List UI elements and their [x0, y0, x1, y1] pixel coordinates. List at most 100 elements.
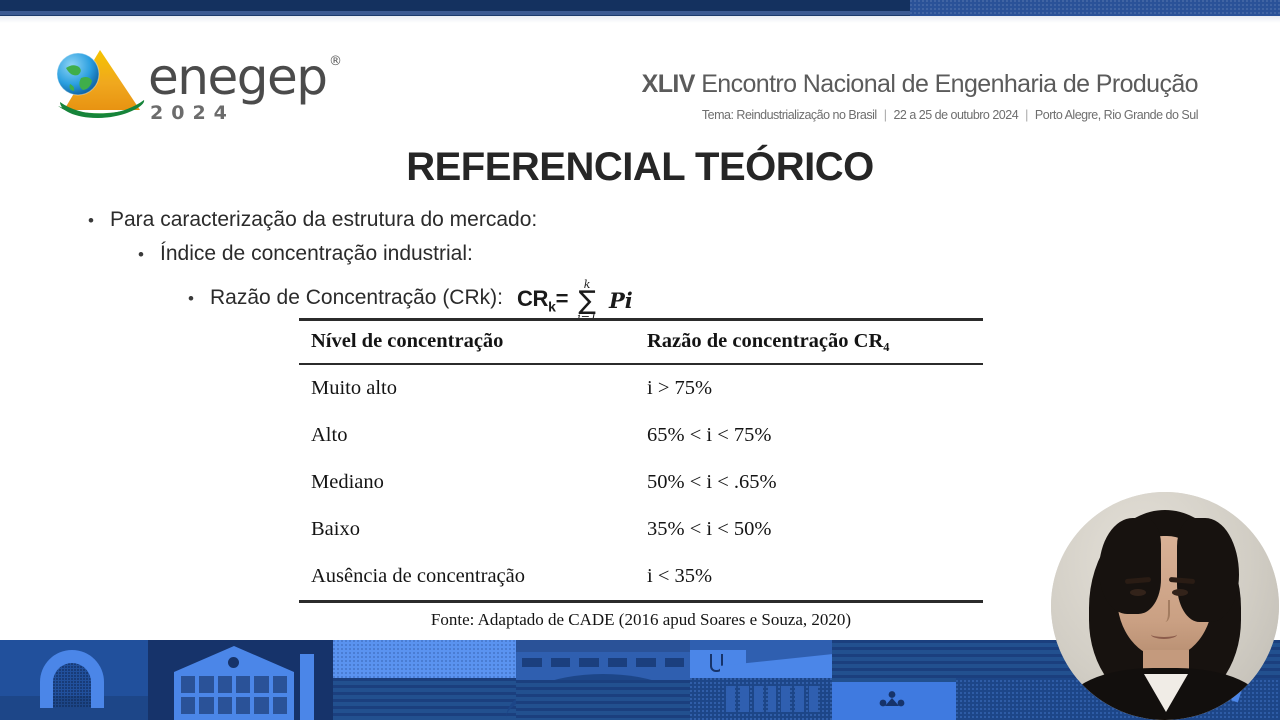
- cell-ratio: i < 35%: [647, 565, 713, 587]
- enegep-logo-mark: [56, 50, 145, 118]
- footer-bridge: [506, 640, 700, 720]
- building-chimney: [300, 654, 314, 720]
- subtitle-separator-1: |: [883, 108, 887, 122]
- footer-modern-museum: [690, 640, 832, 720]
- presenter-mouth: [1151, 630, 1177, 639]
- presenter-hair-left: [1099, 518, 1161, 614]
- presenter-nose: [1158, 600, 1170, 622]
- concentration-table-grid: Nível de concentração Razão de concentra…: [299, 321, 983, 363]
- bullet-text-1: Para caracterização da estrutura do merc…: [110, 208, 538, 231]
- concentration-table-body: Muito alto i > 75% Alto 65% < i < 75% Me…: [299, 365, 983, 600]
- window-cell: [235, 676, 251, 693]
- table-rule-bottom: [299, 600, 983, 603]
- table-row: Ausência de concentração i < 35%: [299, 553, 983, 600]
- top-bar-highlight-line: [0, 11, 910, 15]
- rail-segment: [522, 658, 542, 667]
- event-title-roman: XLIV: [641, 70, 696, 98]
- cell-level: Ausência de concentração: [311, 565, 525, 587]
- bullet-text-3: Razão de Concentração (CRk):: [210, 285, 503, 309]
- window-cell: [199, 697, 214, 714]
- table-row: Muito alto i > 75%: [299, 365, 983, 412]
- presenter-video-thumbnail[interactable]: [1051, 492, 1279, 720]
- concentration-table: Nível de concentração Razão de concentra…: [299, 318, 983, 630]
- table-rule-mid: [299, 363, 983, 365]
- slide-title: REFERENCIAL TEÓRICO: [406, 145, 874, 189]
- footer-historic-building: [148, 640, 333, 720]
- cr-formula: CRk= k ∑ i=1 Pi: [517, 278, 633, 325]
- building-rosette-icon: [228, 657, 239, 668]
- formula-lhs-subscript: k: [548, 298, 556, 315]
- event-location: Porto Alegre, Rio Grande do Sul: [1034, 108, 1199, 122]
- subtitle-separator-2: |: [1025, 108, 1028, 122]
- formula-equals: =: [555, 285, 569, 311]
- window-cell: [199, 676, 214, 693]
- formula-lhs: CRk=: [517, 285, 569, 315]
- event-dates: 22 a 25 de outubro 2024: [893, 108, 1019, 122]
- table-row: Mediano 50% < i < .65%: [299, 459, 983, 506]
- rail-segment: [607, 658, 627, 667]
- table-body: Muito alto i > 75% Alto 65% < i < 75% Me…: [299, 365, 983, 600]
- table-rule-top: [299, 318, 983, 321]
- presenter-hair-right: [1177, 518, 1239, 622]
- window-cell: [272, 676, 287, 693]
- event-title: XLIV Encontro Nacional de Engenharia de …: [641, 70, 1199, 99]
- bullet-dot-icon: •: [138, 245, 144, 264]
- bullet-item-level1: • Para caracterização da estrutura do me…: [88, 208, 988, 232]
- table-header-ratio: Razão de concentração CR₄: [647, 330, 890, 352]
- window-cell: [181, 697, 196, 714]
- window-cell: [272, 697, 287, 714]
- building-windows: [181, 676, 287, 714]
- cell-level: Baixo: [311, 518, 360, 540]
- column: [726, 686, 735, 712]
- rail-segment: [636, 658, 656, 667]
- presenter-eye-left: [1130, 589, 1146, 596]
- bridge-water-stripes: [516, 680, 690, 720]
- table-header-row: Nível de concentração Razão de concentra…: [299, 321, 983, 363]
- table-row: Alto 65% < i < 75%: [299, 412, 983, 459]
- event-theme: Tema: Reindustrialização no Brasil: [701, 108, 877, 122]
- cell-ratio: 65% < i < 75%: [647, 424, 772, 446]
- window-cell: [235, 697, 251, 714]
- registered-trademark-icon: ®: [329, 54, 342, 69]
- window-cell: [254, 676, 269, 693]
- bullet-text-2: Índice de concentração industrial:: [160, 242, 473, 265]
- bullet-item-level3: • Razão de Concentração (CRk): CRk= k ∑ …: [188, 276, 988, 325]
- column: [809, 686, 819, 712]
- window-cell: [254, 697, 269, 714]
- formula-term: Pi: [608, 287, 633, 313]
- museum-hook-icon: [710, 654, 723, 672]
- band-stripes: [832, 640, 956, 682]
- arch-icon: [40, 650, 104, 708]
- column: [767, 686, 777, 712]
- bullet-list: • Para caracterização da estrutura do me…: [88, 208, 988, 325]
- table-head: Nível de concentração Razão de concentra…: [299, 321, 983, 363]
- column: [795, 686, 805, 712]
- cell-level: Muito alto: [311, 377, 397, 399]
- cell-ratio: 35% < i < 50%: [647, 518, 772, 540]
- footer-water-texture: [333, 640, 516, 720]
- event-title-text: Encontro Nacional de Engenharia de Produ…: [701, 70, 1198, 98]
- window-cell: [217, 697, 232, 714]
- rail-segment: [550, 658, 570, 667]
- formula-upper-limit: k: [583, 278, 591, 291]
- sigma-icon: ∑: [578, 286, 596, 316]
- bullet-dot-icon: •: [88, 211, 94, 230]
- top-accent-bar: [0, 0, 1280, 16]
- enegep-logo: enegep ® 2024: [48, 44, 342, 126]
- window-cell: [181, 676, 196, 693]
- formula-lower-limit: i=1: [577, 311, 597, 325]
- presenter-eye-right: [1172, 589, 1188, 596]
- footer-striped-band: [832, 640, 956, 720]
- cell-ratio: 50% < i < .65%: [647, 471, 777, 493]
- column: [739, 686, 749, 712]
- water-stripes: [333, 678, 516, 720]
- enegep-year: 2024: [150, 102, 235, 124]
- cell-ratio: i > 75%: [647, 377, 713, 399]
- enegep-wordmark: enegep: [148, 48, 328, 106]
- bullet-dot-icon: •: [188, 288, 194, 308]
- table-header-level: Nível de concentração: [311, 330, 504, 352]
- top-bar-right-segment: [910, 0, 1280, 16]
- rail-segment: [664, 658, 684, 667]
- top-bar-left-segment: [0, 0, 910, 12]
